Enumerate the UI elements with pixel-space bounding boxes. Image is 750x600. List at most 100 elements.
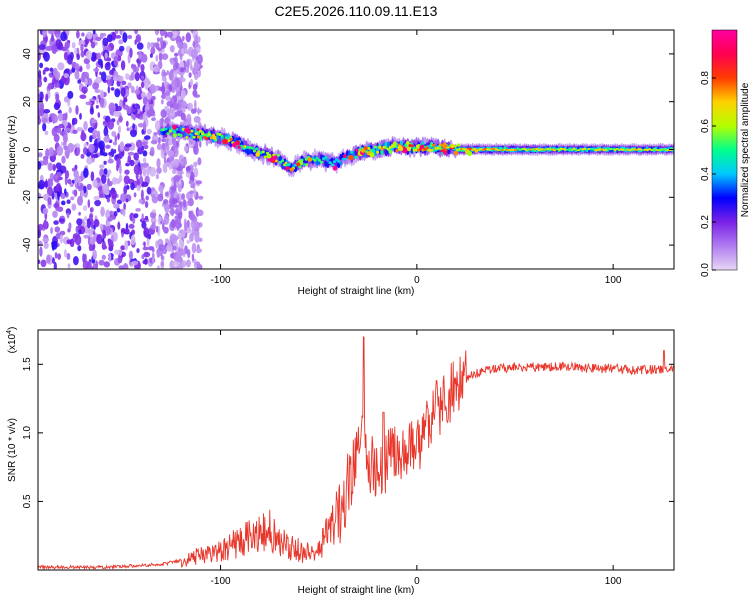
noise-speck — [86, 183, 92, 191]
noise-speck — [107, 158, 114, 164]
noise-speck — [111, 189, 117, 200]
ridge-segment — [218, 133, 222, 136]
noise-speck — [195, 180, 203, 185]
ridge-segment — [319, 160, 324, 164]
noise-speck — [138, 199, 143, 204]
noise-speck — [175, 61, 179, 69]
noise-speck — [123, 185, 128, 195]
noise-speck — [156, 250, 160, 258]
ridge-segment — [376, 150, 380, 154]
noise-speck — [112, 141, 118, 146]
noise-speck — [78, 211, 81, 216]
colorbar: 0.0 0.2 0.4 0.6 0.8 Normalized spectral ampl… — [700, 29, 750, 277]
ridge-hotspot — [415, 144, 419, 148]
noise-speck — [100, 89, 104, 99]
y-tick-label: -20 — [22, 190, 33, 205]
noise-speck — [76, 127, 83, 132]
noise-speck — [40, 259, 47, 268]
noise-speck — [83, 58, 90, 65]
noise-speck — [38, 229, 42, 239]
ridge-hotspot — [440, 149, 444, 153]
ridge-hotspot — [388, 149, 393, 154]
noise-speck — [102, 152, 108, 157]
noise-speck — [113, 149, 117, 154]
noise-speck — [89, 236, 95, 246]
noise-speck — [54, 226, 61, 233]
ridge-segment — [304, 157, 308, 161]
noise-speck — [154, 120, 161, 131]
colorbar-gradient — [711, 29, 738, 271]
noise-speck — [83, 120, 88, 131]
noise-speck — [103, 135, 110, 143]
noise-speck — [120, 251, 126, 258]
noise-speck — [132, 123, 136, 130]
noise-speck — [180, 89, 186, 98]
noise-speck — [38, 192, 42, 200]
colorbar-tick-label: 0.6 — [700, 119, 711, 133]
noise-speck — [113, 110, 120, 117]
ridge-segment — [255, 147, 259, 151]
ridge-hotspot — [284, 161, 288, 165]
noise-speck — [131, 108, 136, 113]
ridge-hotspot — [237, 145, 241, 149]
noise-speck — [126, 106, 132, 115]
noise-speck — [164, 80, 168, 89]
noise-speck — [161, 53, 169, 60]
noise-speck — [183, 145, 189, 152]
ridge-segment — [380, 149, 384, 155]
noise-speck — [71, 42, 76, 49]
noise-speck — [74, 48, 78, 55]
noise-speck — [79, 112, 82, 120]
noise-speck — [169, 45, 175, 53]
noise-speck — [120, 193, 126, 203]
noise-speck — [61, 155, 66, 164]
noise-speck — [83, 234, 90, 239]
noise-speck — [45, 148, 50, 159]
noise-speck — [95, 104, 99, 109]
noise-speck — [42, 51, 48, 58]
y-tick-label: 20 — [22, 96, 33, 108]
noise-speck — [102, 37, 109, 47]
spectrogram-noise — [38, 30, 204, 269]
noise-speck — [38, 107, 44, 117]
noise-speck — [136, 248, 140, 254]
ridge-segment — [274, 159, 278, 163]
noise-speck — [58, 123, 65, 129]
noise-speck — [98, 140, 105, 151]
noise-speck — [69, 70, 73, 75]
ridge-segment — [192, 135, 196, 139]
noise-speck — [42, 237, 50, 243]
ridge-hotspot — [348, 154, 354, 161]
noise-speck — [173, 175, 181, 182]
noise-speck — [176, 109, 183, 117]
noise-speck — [38, 69, 42, 80]
noise-speck — [85, 101, 93, 106]
noise-speck — [87, 77, 93, 86]
noise-speck — [66, 252, 71, 260]
noise-speck — [187, 102, 194, 111]
noise-speck — [81, 32, 85, 37]
noise-speck — [187, 198, 194, 207]
ridge-segment — [166, 132, 170, 136]
ridge-hotspot — [474, 148, 479, 153]
noise-speck — [139, 148, 144, 153]
noise-speck — [119, 45, 125, 52]
ridge-segment — [410, 144, 414, 148]
ridge-segment — [252, 149, 257, 153]
noise-speck — [150, 139, 158, 145]
noise-speck — [142, 246, 149, 251]
noise-speck — [133, 213, 139, 219]
ridge-hotspot — [456, 143, 461, 147]
ridge-hotspot — [185, 136, 189, 139]
noise-speck — [60, 31, 67, 42]
noise-speck — [66, 239, 73, 245]
noise-speck — [170, 190, 174, 200]
ridge-hotspot — [243, 145, 247, 149]
noise-speck — [112, 76, 120, 81]
noise-speck — [149, 167, 157, 177]
noise-speck — [42, 157, 49, 166]
noise-speck — [58, 218, 65, 223]
ridge-hotspot — [392, 141, 397, 146]
ridge-segment — [205, 137, 209, 141]
ridge-segment — [179, 134, 183, 138]
